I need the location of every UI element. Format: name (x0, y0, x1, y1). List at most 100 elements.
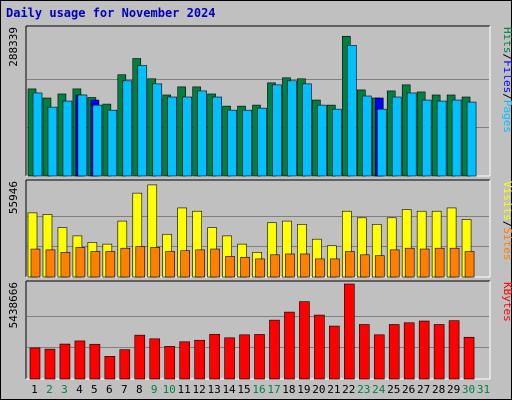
day-label: 23 (357, 383, 370, 396)
day-label: 15 (237, 383, 250, 396)
day-label: 27 (417, 383, 430, 396)
bar-sites (300, 253, 310, 278)
right-label-part: Hits (501, 27, 512, 54)
bar-sites (255, 258, 265, 278)
day-label: 28 (432, 383, 445, 396)
bar-pages (152, 83, 163, 177)
bar-pages (47, 106, 58, 177)
day-label: 20 (312, 383, 325, 396)
bar-pages (302, 83, 312, 177)
bar-sites (60, 252, 71, 278)
right-label-part: Sites (501, 227, 512, 260)
bar-sites (464, 251, 475, 278)
bar-sites (270, 254, 280, 278)
bar-pages (347, 45, 357, 177)
bar-kbytes (403, 322, 415, 380)
bar-pages (227, 109, 237, 177)
bar-pages (287, 80, 297, 177)
bar-sites (240, 256, 250, 278)
chart-title: Daily usage for November 2024 (6, 6, 216, 20)
bar-sites (359, 254, 370, 278)
day-label: 9 (151, 383, 158, 396)
bar-kbytes (448, 320, 460, 380)
bar-pages (122, 80, 133, 177)
bar-kbytes (433, 324, 445, 380)
bar-sites (210, 248, 220, 278)
day-label: 22 (342, 383, 355, 396)
bar-sites (30, 248, 41, 278)
bar-sites (90, 251, 101, 278)
bar-sites (449, 247, 460, 278)
bar-pages (62, 100, 73, 177)
bar-pages (242, 109, 252, 177)
right-axis-label: KBytes (501, 282, 512, 322)
bar-pages (182, 96, 192, 177)
bar-kbytes (299, 301, 310, 380)
bar-pages (92, 104, 103, 177)
right-label-part: Visits (501, 181, 512, 221)
bar-kbytes (59, 343, 71, 380)
bar-pages (317, 104, 327, 177)
bar-kbytes (224, 337, 235, 380)
day-label: 12 (193, 383, 206, 396)
bar-kbytes (373, 334, 385, 380)
day-label: 2 (46, 383, 53, 396)
bar-pages (197, 90, 207, 177)
bar-kbytes (284, 311, 295, 380)
right-axis-label: Hits/Files/Pages (501, 27, 512, 133)
bar-sites (374, 255, 385, 278)
bar-sites (120, 247, 131, 278)
bar-sites (419, 248, 430, 278)
day-label: 19 (297, 383, 310, 396)
bar-sites (315, 258, 325, 278)
day-label: 4 (76, 383, 83, 396)
bar-sites (150, 247, 161, 278)
bar-sites (165, 251, 176, 278)
bar-pages (376, 108, 387, 177)
bar-sites (434, 247, 445, 278)
bar-sites (105, 251, 116, 278)
day-label: 6 (106, 383, 113, 396)
bar-pages (466, 101, 477, 177)
bar-pages (391, 96, 402, 177)
bar-pages (77, 94, 88, 177)
bar-kbytes (149, 338, 161, 380)
bar-pages (406, 92, 417, 177)
bar-kbytes (418, 320, 430, 380)
day-label: 29 (447, 383, 460, 396)
bar-sites (195, 249, 205, 278)
right-axis-label: Visits/Sites (501, 181, 512, 261)
bar-kbytes (104, 355, 116, 380)
y-max-label: 288339 (7, 27, 20, 67)
day-label: 26 (402, 383, 415, 396)
bar-pages (257, 107, 267, 177)
bar-kbytes (44, 348, 56, 380)
bar-kbytes (254, 334, 265, 380)
day-label: 8 (136, 383, 143, 396)
bar-pages (361, 95, 372, 177)
bar-kbytes (29, 347, 41, 380)
right-label-part: / (501, 221, 512, 228)
bar-kbytes (179, 341, 190, 380)
bar-kbytes (344, 283, 355, 380)
bar-kbytes (134, 334, 146, 380)
bar-kbytes (388, 324, 400, 380)
day-label: 21 (327, 383, 340, 396)
bar-sites (389, 249, 400, 278)
bar-sites (45, 249, 56, 278)
bar-pages (421, 99, 432, 177)
day-label: 17 (267, 383, 280, 396)
right-label-part: Files (501, 60, 512, 93)
bar-pages (167, 96, 178, 177)
day-label: 7 (121, 383, 128, 396)
bar-kbytes (314, 314, 325, 380)
bar-pages (436, 100, 447, 177)
day-label: 13 (207, 383, 220, 396)
day-label: 30 (462, 383, 475, 396)
bar-kbytes (209, 333, 220, 380)
bar-sites (75, 247, 86, 278)
bar-sites (180, 250, 190, 278)
day-label: 5 (91, 383, 98, 396)
bar-pages (451, 99, 462, 177)
bar-sites (135, 246, 146, 278)
